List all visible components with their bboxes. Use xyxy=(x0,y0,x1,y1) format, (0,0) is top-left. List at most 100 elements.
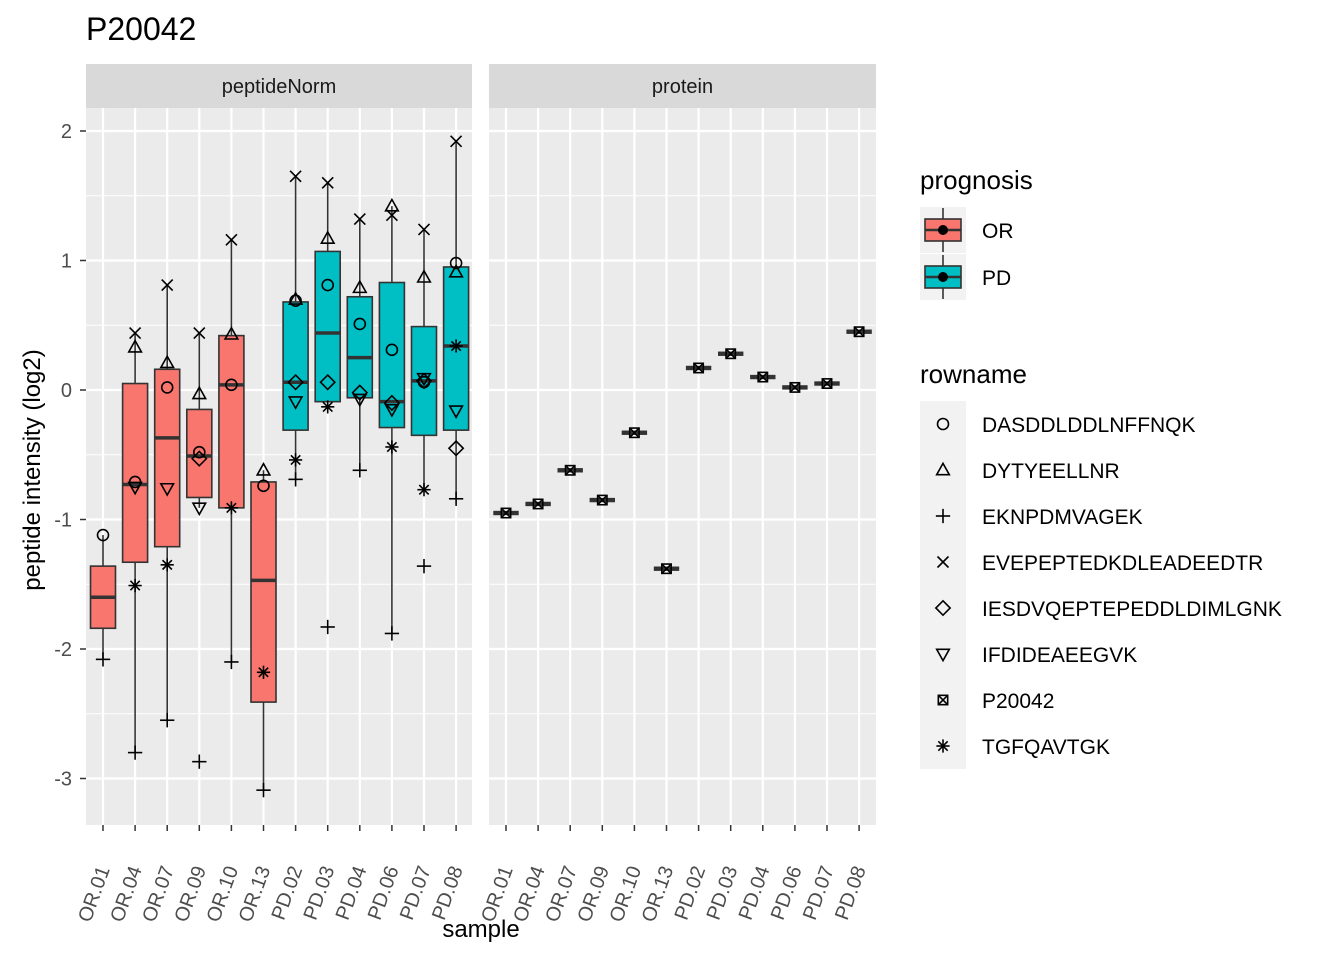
point-tgfqavtgk xyxy=(256,665,271,679)
facet-strip xyxy=(86,64,472,108)
facet-strip xyxy=(489,64,876,108)
point-eknpdmvagek xyxy=(192,754,207,769)
point-iesdvqeptepeddldimlgnk xyxy=(415,372,433,390)
point-eknpdmvagek xyxy=(416,558,432,574)
legend-label-ifdideaeegvk: IFDIDEAEEGVK xyxy=(982,644,1137,667)
legend-key-dot xyxy=(938,225,948,235)
y-axis-label: peptide intensity (log2) xyxy=(19,349,46,590)
point-dytyeellnr xyxy=(320,230,336,244)
point-tgfqavtgk xyxy=(321,400,335,414)
legend-cross-icon xyxy=(936,555,950,569)
point-evepeptedkdleadeedtr xyxy=(417,223,431,236)
point-tgfqavtgk xyxy=(128,578,142,593)
point-dasddlddlnffnqk xyxy=(257,479,270,493)
point-p20042 xyxy=(532,498,544,510)
point-dasddlddlnffnqk xyxy=(193,445,206,459)
legend-label-dytyeellnr: DYTYEELLNR xyxy=(982,460,1120,483)
box-body xyxy=(218,334,245,509)
point-dasddlddlnffnqk xyxy=(160,381,174,394)
point-iesdvqeptepeddldimlgnk xyxy=(191,450,208,467)
legend-asterisk-icon xyxy=(936,739,950,753)
point-tgfqavtgk xyxy=(385,440,399,454)
point-evepeptedkdleadeedtr xyxy=(289,170,302,183)
point-dasddlddlnffnqk xyxy=(225,378,238,392)
point-dasddlddlnffnqk xyxy=(321,278,335,292)
grid-lines xyxy=(489,108,876,844)
legend-label-p20042: P20042 xyxy=(982,690,1054,713)
point-p20042 xyxy=(661,563,672,575)
box-body xyxy=(250,481,277,703)
point-p20042 xyxy=(757,371,769,383)
legend-label-eknpdmvagek: EKNPDMVAGEK xyxy=(982,506,1143,529)
legend-prognosis-title: prognosis xyxy=(920,165,1033,195)
point-p20042 xyxy=(789,381,801,393)
point-evepeptedkdleadeedtr xyxy=(450,135,463,148)
point-dasddlddlnffnqk xyxy=(96,528,110,542)
point-dytyeellnr xyxy=(416,269,432,283)
legend: prognosis OR PD rowname DASDDLDDLNFFNQK DYTYE… xyxy=(920,165,1282,769)
legend-label-dasddlddlnffnqk: DASDDLDDLNFFNQK xyxy=(982,414,1196,437)
legend-prognosis: prognosis OR PD xyxy=(920,165,1033,300)
point-tgfqavtgk xyxy=(224,501,238,515)
box-body xyxy=(186,408,213,499)
box-or-04 xyxy=(121,333,149,753)
point-eknpdmvagek xyxy=(448,491,464,506)
legend-key-dot xyxy=(938,272,948,282)
legend-key-or xyxy=(920,207,966,253)
point-dasddlddlnffnqk xyxy=(353,317,367,331)
box-pd-07 xyxy=(410,229,438,490)
legend-label-or: OR xyxy=(982,220,1014,243)
point-tgfqavtgk xyxy=(160,558,174,572)
point-dytyeellnr xyxy=(191,385,207,400)
box-body xyxy=(153,368,181,548)
y-tick-label: -2 xyxy=(54,639,72,661)
point-p20042 xyxy=(564,464,576,476)
point-dytyeellnr xyxy=(384,197,400,212)
legend-circle-icon xyxy=(936,417,950,431)
point-eknpdmvagek xyxy=(320,619,335,635)
boxes xyxy=(89,141,470,791)
point-dytyeellnr xyxy=(159,354,175,369)
y-tick-label: -3 xyxy=(54,769,72,791)
point-evepeptedkdleadeedtr xyxy=(193,326,206,340)
point-p20042 xyxy=(628,427,640,439)
point-evepeptedkdleadeedtr xyxy=(385,209,398,222)
point-p20042 xyxy=(596,494,608,506)
point-evepeptedkdleadeedtr xyxy=(129,326,142,340)
legend-triangle-down-icon xyxy=(935,648,951,663)
point-tgfqavtgk xyxy=(289,453,303,467)
point-dasddlddlnffnqk xyxy=(385,343,399,357)
point-ifdideaeegvk xyxy=(159,482,175,497)
point-dytyeellnr xyxy=(448,263,464,278)
point-iesdvqeptepeddldimlgnk xyxy=(319,373,336,391)
x-axis-peptidenorm: OR.01OR.04OR.07OR.09OR.10OR.13PD.02PD.03… xyxy=(74,825,468,925)
point-p20042 xyxy=(693,362,705,374)
legend-key-background xyxy=(920,401,966,769)
x-axis-label: sample xyxy=(442,916,519,943)
point-eknpdmvagek xyxy=(256,783,271,798)
y-tick-label: 1 xyxy=(61,251,72,273)
box-or-13 xyxy=(250,470,277,791)
facets-layer: -3 -2 -1 0 1 2 peptideNorm OR.01OR.04OR.07OR.09… xyxy=(54,64,876,925)
points xyxy=(95,135,465,798)
facet-panel-peptidenorm: peptideNorm OR.01OR.04OR.07OR.09OR.10OR.1… xyxy=(74,64,472,925)
point-eknpdmvagek xyxy=(160,713,175,728)
legend-plus-icon xyxy=(935,508,951,524)
point-evepeptedkdleadeedtr xyxy=(321,176,334,189)
point-eknpdmvagek xyxy=(224,654,239,670)
point-ifdideaeegvk xyxy=(287,396,304,410)
point-evepeptedkdleadeedtr xyxy=(161,279,174,292)
point-ifdideaeegvk xyxy=(416,372,432,387)
point-p20042 xyxy=(500,507,512,519)
box-pd-04 xyxy=(346,219,374,471)
x-axis-protein: OR.01OR.04OR.07OR.09OR.10OR.13PD.02PD.03… xyxy=(477,825,871,925)
box-or-07 xyxy=(153,285,181,721)
legend-rowname-title: rowname xyxy=(920,359,1027,389)
point-tgfqavtgk xyxy=(417,483,431,497)
box-body xyxy=(282,301,309,431)
point-dytyeellnr xyxy=(223,326,240,340)
legend-rowname: rowname DASDDLDDLNFFNQK DYTYEELLNR EKNPDMVA… xyxy=(920,359,1282,769)
point-eknpdmvagek xyxy=(288,472,303,487)
point-ifdideaeegvk xyxy=(384,403,400,418)
